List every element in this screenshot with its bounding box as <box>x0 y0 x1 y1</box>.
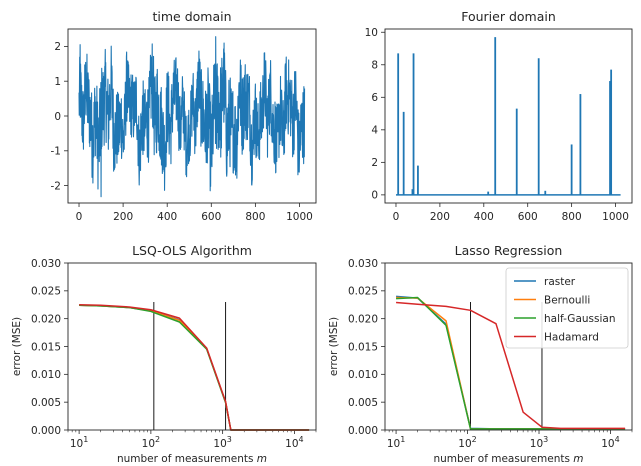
y-tick-label: 0.020 <box>348 313 378 325</box>
y-tick-label: 0.000 <box>348 425 378 437</box>
y-tick-label: 4 <box>371 125 378 137</box>
x-tick-label: 600 <box>518 211 538 223</box>
y-tick-label: -1 <box>51 146 61 158</box>
tick-base: 10 <box>458 438 471 450</box>
axes-frame <box>384 262 633 431</box>
x-axis-label: number of measurements m <box>117 453 267 465</box>
x-tick-label: 400 <box>157 211 177 223</box>
axes-fourier-domain: Fourier domain 0 2 4 6 8 10 0 200 400 600 800 1000 <box>365 9 633 223</box>
y-axis-label: error (MSE) <box>11 317 23 376</box>
axes-lsq-ols: LSQ-OLS Algorithm 0.000 0.005 0.010 0.015 0.0… <box>11 243 317 465</box>
x-tick-label: 400 <box>474 211 494 223</box>
x-tick-label: 0 <box>393 211 400 223</box>
x-tick-label: 800 <box>245 211 265 223</box>
axes-lasso: Lasso Regression 0.000 0.005 0.010 0.015 0.02… <box>328 243 633 465</box>
tick-exponent: 3 <box>227 435 232 444</box>
tick-base: 10 <box>530 438 543 450</box>
x-tick-label: 103 <box>213 435 231 450</box>
y-tick-label: 0 <box>371 190 378 202</box>
tick-exponent: 1 <box>83 435 88 444</box>
legend-label: Bernoulli <box>544 295 590 307</box>
y-tick-label: 0.015 <box>348 341 378 353</box>
axes-frame <box>67 28 317 204</box>
y-axis-label: error (MSE) <box>328 317 340 376</box>
x-tick-label: 104 <box>601 435 619 450</box>
y-tick-label: 0.010 <box>31 369 61 381</box>
tick-base: 10 <box>70 438 83 450</box>
tick-exponent: 2 <box>472 435 477 444</box>
legend-label: raster <box>544 276 576 288</box>
y-tick-label: 0.020 <box>31 313 61 325</box>
tick-exponent: 3 <box>543 435 548 444</box>
x-tick-label: 103 <box>530 435 548 450</box>
x-tick-label: 200 <box>113 211 133 223</box>
tick-base: 10 <box>601 438 614 450</box>
x-tick-label: 200 <box>430 211 450 223</box>
y-tick-label: 2 <box>54 41 61 53</box>
y-tick-label: 0.030 <box>31 258 61 270</box>
x-tick-label: 800 <box>562 211 582 223</box>
axes-title: Lasso Regression <box>455 243 563 258</box>
y-tick-label: 0.005 <box>348 397 378 409</box>
tick-exponent: 2 <box>155 435 160 444</box>
legend-label: half-Gaussian <box>544 313 615 325</box>
tick-exponent: 4 <box>615 435 620 444</box>
x-tick-label: 101 <box>387 435 405 450</box>
x-tick-label: 600 <box>201 211 221 223</box>
axes-title: LSQ-OLS Algorithm <box>132 243 252 258</box>
legend-box <box>505 267 629 349</box>
x-axis-label-text: number of measurements <box>433 453 573 465</box>
axes-frame <box>384 28 633 204</box>
legend-label: Hadamard <box>544 332 599 344</box>
signal-line <box>78 36 306 198</box>
y-tick-label: 0.015 <box>31 341 61 353</box>
axes-title: time domain <box>152 9 231 24</box>
y-tick-label: 0.025 <box>31 286 61 298</box>
y-tick-label: 8 <box>371 60 378 72</box>
x-tick-label: 102 <box>458 435 476 450</box>
y-tick-label: 0.005 <box>31 397 61 409</box>
x-tick-label: 1000 <box>602 211 629 223</box>
y-tick-label: -2 <box>51 180 61 192</box>
axes-frame <box>67 262 317 431</box>
x-tick-label: 1000 <box>286 211 313 223</box>
x-tick-label: 0 <box>76 211 83 223</box>
tick-base: 10 <box>387 438 400 450</box>
x-tick-label: 102 <box>142 435 160 450</box>
y-tick-label: 6 <box>371 92 378 104</box>
y-tick-label: 0.030 <box>348 258 378 270</box>
tick-base: 10 <box>213 438 226 450</box>
axes-title: Fourier domain <box>461 9 556 24</box>
y-tick-label: 0 <box>54 111 61 123</box>
tick-base: 10 <box>142 438 155 450</box>
tick-exponent: 1 <box>400 435 405 444</box>
x-tick-label: 104 <box>285 435 303 450</box>
y-tick-label: 0.000 <box>31 425 61 437</box>
series-line-hadamard <box>396 301 626 430</box>
y-tick-label: 0.025 <box>348 286 378 298</box>
y-tick-label: 0.010 <box>348 369 378 381</box>
tick-exponent: 4 <box>299 435 304 444</box>
tick-base: 10 <box>285 438 298 450</box>
x-tick-label: 101 <box>70 435 88 450</box>
y-tick-label: 2 <box>371 157 378 169</box>
x-axis-label: number of measurements m <box>433 453 583 465</box>
x-axis-label-text: number of measurements <box>117 453 257 465</box>
axes-time-domain: time domain -2 -1 0 1 2 0 200 400 600 800 1000 <box>51 9 317 223</box>
y-tick-label: 10 <box>365 27 378 39</box>
legend: raster Bernoulli half-Gaussian Hadamard <box>505 267 629 349</box>
y-tick-label: 1 <box>54 76 61 88</box>
x-axis-label-variable: m <box>257 453 267 465</box>
x-axis-label-variable: m <box>573 453 583 465</box>
